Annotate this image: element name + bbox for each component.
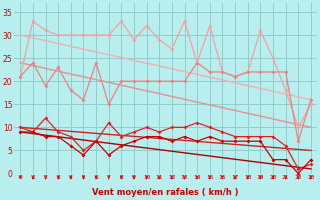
X-axis label: Vent moyen/en rafales ( km/h ): Vent moyen/en rafales ( km/h ) (92, 188, 239, 197)
